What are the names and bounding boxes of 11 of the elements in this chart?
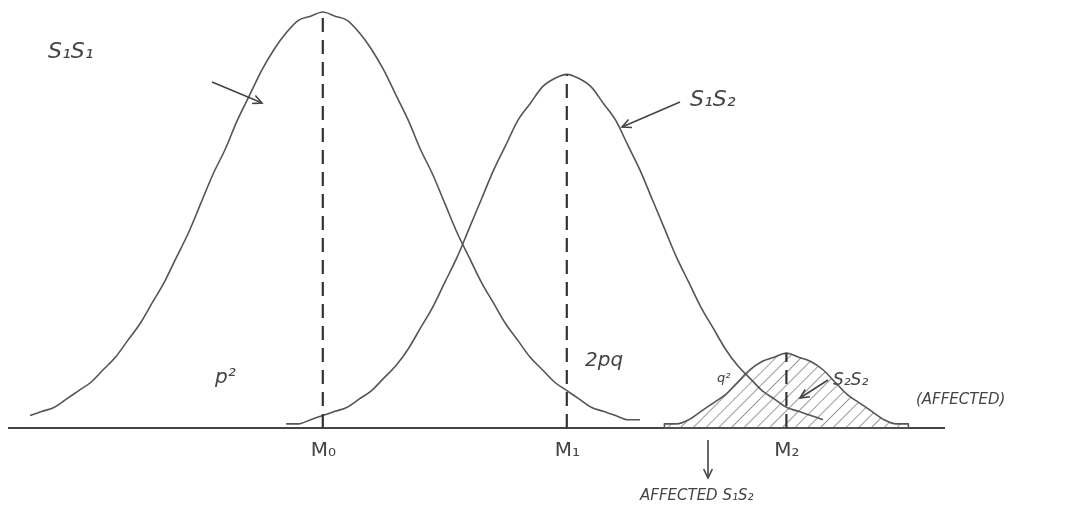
annotation: S₁S₂	[690, 86, 736, 111]
x-tick-label: M₁	[554, 437, 580, 462]
annotation: 2pq	[585, 347, 624, 371]
text: AFFECTED S₁S₂	[639, 486, 754, 504]
annotation: S₁S₁	[48, 38, 94, 63]
x-tick-label: M₂	[774, 437, 800, 462]
x-tick-label: M₀	[310, 437, 336, 462]
annotation: q²	[717, 370, 731, 385]
annotation: (AFFECTED)	[916, 390, 1006, 408]
annotation: p²	[214, 364, 236, 388]
annotation: S₂S₂	[833, 369, 869, 389]
